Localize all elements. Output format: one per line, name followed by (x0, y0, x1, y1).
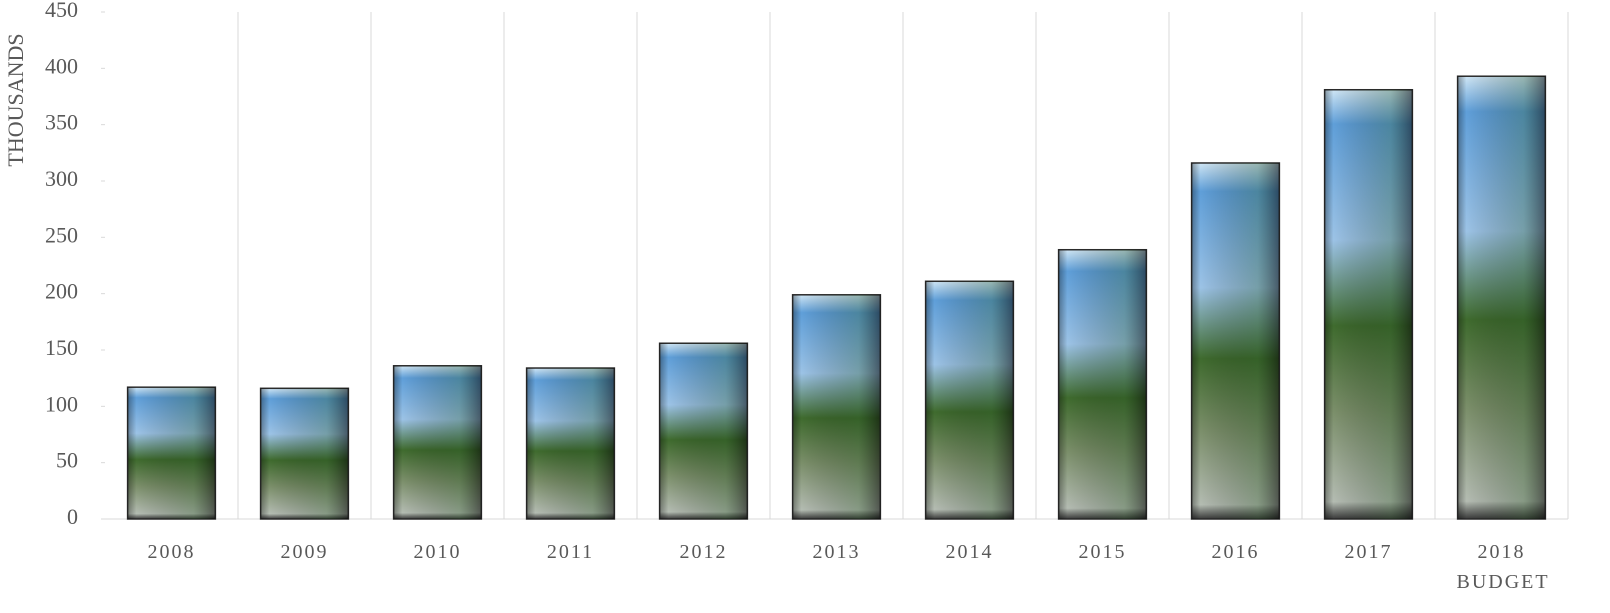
x-tick-label: 2015 (1078, 541, 1127, 563)
bar-face (260, 388, 349, 519)
bar-face (1191, 162, 1280, 519)
x-tick-label: 2009 (280, 541, 329, 563)
y-tick-label: 200 (45, 279, 78, 304)
bar-face (393, 365, 482, 519)
bar-face (127, 387, 216, 519)
y-tick-label: 350 (45, 110, 78, 135)
bar (259, 387, 350, 520)
x-tick-label: 2014 (945, 541, 994, 563)
bar-face (1058, 249, 1147, 519)
x-tick-label: 2018 BUDGET (1456, 541, 1550, 593)
y-axis-title: THOUSANDS (3, 33, 28, 166)
bar-face (1324, 89, 1413, 520)
x-tick-label: 2017 (1344, 541, 1393, 563)
bar-face (925, 281, 1014, 519)
bar (1190, 162, 1281, 520)
y-tick-label: 250 (45, 222, 78, 247)
x-tick-label: 2011 (546, 541, 595, 563)
y-tick-label: 150 (45, 335, 78, 360)
y-tick-label: 100 (45, 391, 78, 416)
x-tick-label: 2013 (812, 541, 861, 563)
y-tick-label: 50 (56, 448, 78, 473)
bar-face (1457, 76, 1546, 519)
x-tick-label: 2012 (679, 541, 728, 563)
y-tick-label: 450 (45, 0, 78, 22)
y-tick-label: 300 (45, 166, 78, 191)
bar-face (526, 368, 615, 519)
bar (525, 367, 616, 520)
bar (924, 280, 1015, 520)
bar (1323, 88, 1414, 520)
y-tick-label: 0 (67, 504, 78, 529)
bar (126, 386, 217, 520)
bar-face (792, 294, 881, 519)
bar (392, 365, 483, 520)
x-tick-label: 2016 (1211, 541, 1260, 563)
bar (1057, 248, 1148, 520)
bar (791, 294, 882, 520)
x-tick-label: 2010 (413, 541, 462, 563)
bar-face (659, 343, 748, 519)
y-tick-label: 400 (45, 53, 78, 78)
bar (658, 342, 749, 520)
bar (1456, 75, 1547, 520)
x-tick-label: 2008 (147, 541, 196, 563)
